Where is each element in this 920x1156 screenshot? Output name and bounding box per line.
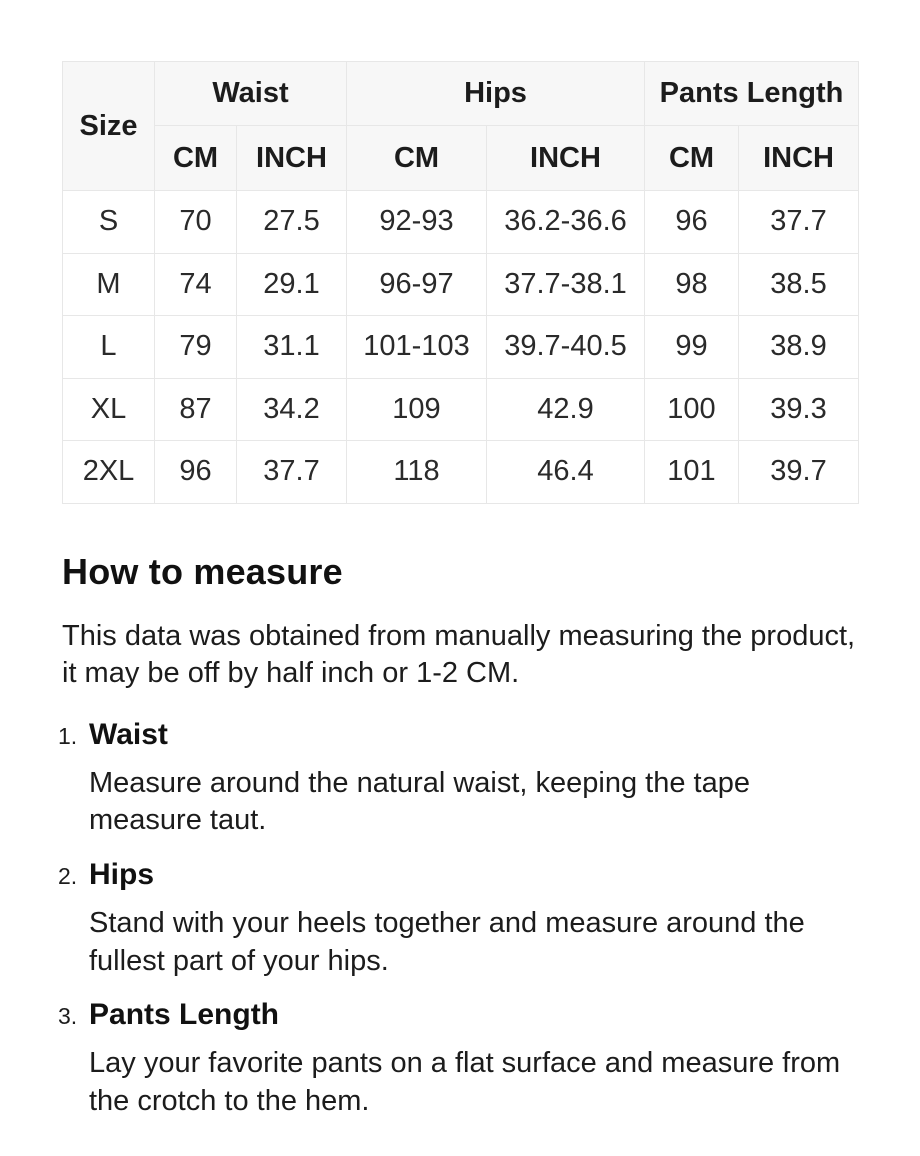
hips-cm-cell: 96-97 xyxy=(346,252,487,316)
length-inch-cell: 38.5 xyxy=(737,252,860,316)
step-body: Hips Stand with your heels together and … xyxy=(89,857,860,980)
table-subheader-length-cm: CM xyxy=(644,125,739,191)
hips-inch-cell: 37.7-38.1 xyxy=(486,252,645,316)
list-item-hips: 2. Hips Stand with your heels together a… xyxy=(58,857,860,980)
waist-cm-cell: 96 xyxy=(154,440,237,504)
waist-inch-cell: 37.7 xyxy=(236,440,347,504)
length-inch-cell: 39.7 xyxy=(737,440,860,504)
table-subheader-hips-cm: CM xyxy=(346,125,487,191)
table-header-pants-length: Pants Length xyxy=(643,61,860,126)
table-row-2xl: 2XL 96 37.7 118 46.4 101 39.7 xyxy=(62,440,860,504)
step-number: 2. xyxy=(58,863,78,890)
how-to-measure-heading: How to measure xyxy=(62,550,343,592)
size-guide-page: Size Waist Hips Pants Length CM INCH CM … xyxy=(58,61,860,1121)
step-description-pants-length: Lay your favorite pants on a flat surfac… xyxy=(89,1047,841,1118)
hips-inch-cell: 36.2-36.6 xyxy=(486,190,645,254)
hips-inch-cell: 46.4 xyxy=(486,440,645,504)
waist-cm-cell: 79 xyxy=(154,315,237,379)
table-row-s: S 70 27.5 92-93 36.2-36.6 96 37.7 xyxy=(62,190,860,254)
table-header-hips: Hips xyxy=(346,61,645,126)
table-header-unit-row: CM INCH CM INCH CM INCH xyxy=(63,125,860,191)
waist-inch-cell: 27.5 xyxy=(236,190,347,254)
step-title-pants-length: Pants Length xyxy=(89,998,280,1032)
hips-cm-cell: 118 xyxy=(346,440,487,504)
table-subheader-waist-cm: CM xyxy=(154,125,237,191)
table-header-group-row: Size Waist Hips Pants Length xyxy=(62,61,860,191)
waist-cm-cell: 70 xyxy=(154,190,237,254)
waist-inch-cell: 29.1 xyxy=(236,252,347,316)
length-cm-cell: 99 xyxy=(644,315,739,379)
table-row-xl: XL 87 34.2 109 42.9 100 39.3 xyxy=(62,377,860,441)
size-cell: M xyxy=(62,252,155,316)
how-to-measure-section: How to measure This data was obtained fr… xyxy=(58,550,860,1121)
waist-inch-cell: 31.1 xyxy=(236,315,347,379)
step-body: Waist Measure around the natural waist, … xyxy=(89,717,860,840)
step-description-hips: Stand with your heels together and measu… xyxy=(89,907,805,977)
size-cell: 2XL xyxy=(62,440,155,504)
hips-cm-cell: 101-103 xyxy=(346,315,487,379)
size-cell: L xyxy=(62,315,155,379)
step-number: 1. xyxy=(58,722,78,749)
table-subheader-length-inch: INCH xyxy=(737,125,860,191)
table-header-size: Size xyxy=(62,61,155,191)
table-row-m: M 74 29.1 96-97 37.7-38.1 98 38.5 xyxy=(62,252,860,316)
list-item-pants-length: 3. Pants Length Lay your favorite pants … xyxy=(58,997,860,1120)
hips-cm-cell: 109 xyxy=(346,377,487,441)
step-number: 3. xyxy=(58,1003,78,1030)
length-cm-cell: 98 xyxy=(644,252,739,316)
step-description-waist: Measure around the natural waist, keepin… xyxy=(89,766,750,837)
length-inch-cell: 39.3 xyxy=(737,377,860,441)
hips-inch-cell: 39.7-40.5 xyxy=(486,315,645,379)
table-subheader-hips-inch: INCH xyxy=(486,125,645,191)
step-body: Pants Length Lay your favorite pants on … xyxy=(89,997,860,1120)
hips-cm-cell: 92-93 xyxy=(346,190,487,254)
size-cell: S xyxy=(62,190,155,254)
waist-inch-cell: 34.2 xyxy=(236,377,347,441)
hips-inch-cell: 42.9 xyxy=(486,377,645,441)
length-inch-cell: 37.7 xyxy=(737,190,860,254)
measure-steps-list: 1. Waist Measure around the natural wais… xyxy=(58,717,860,1121)
waist-cm-cell: 74 xyxy=(154,252,237,316)
size-chart-table: Size Waist Hips Pants Length CM INCH CM … xyxy=(62,61,860,504)
length-cm-cell: 101 xyxy=(644,440,739,504)
measure-disclaimer-text: This data was obtained from manually mea… xyxy=(62,619,856,689)
list-item-waist: 1. Waist Measure around the natural wais… xyxy=(58,717,860,840)
size-cell: XL xyxy=(62,377,155,441)
length-cm-cell: 96 xyxy=(644,190,739,254)
table-row-l: L 79 31.1 101-103 39.7-40.5 99 38.9 xyxy=(62,315,860,379)
length-cm-cell: 100 xyxy=(644,377,739,441)
step-title-waist: Waist xyxy=(89,717,168,751)
table-subheader-waist-inch: INCH xyxy=(236,125,347,191)
waist-cm-cell: 87 xyxy=(154,377,237,441)
length-inch-cell: 38.9 xyxy=(737,315,860,379)
step-title-hips: Hips xyxy=(89,858,155,892)
table-header-waist: Waist xyxy=(154,61,347,126)
